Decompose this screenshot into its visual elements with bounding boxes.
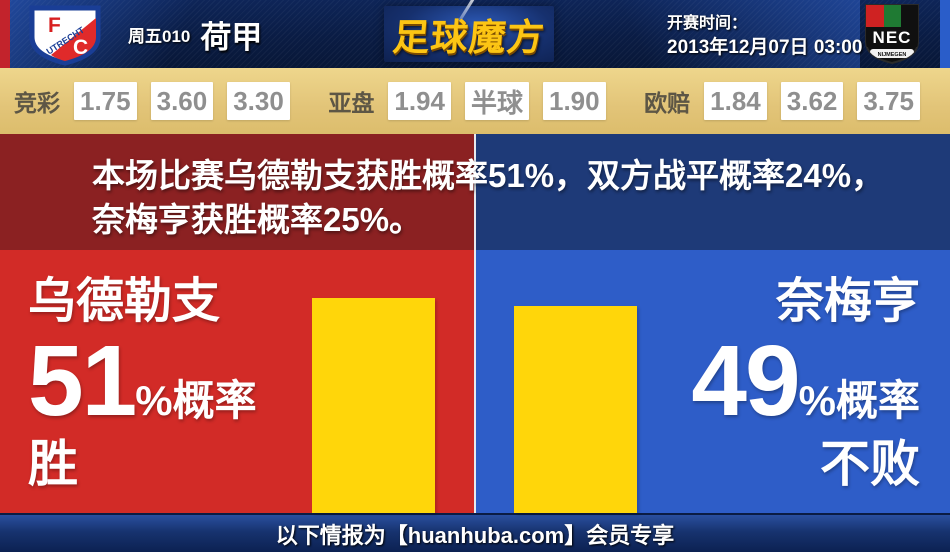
right-edge-stripe xyxy=(940,0,950,68)
oupei-draw-odds: 3.62 xyxy=(780,82,844,120)
match-info: 周五010 荷甲 xyxy=(128,0,262,68)
home-team-badge-utrecht-icon: F C UTRECHT xyxy=(24,4,106,68)
league-name: 荷甲 xyxy=(200,19,263,55)
footer-bar: 以下情报为【huanhuba.com】会员专享 xyxy=(0,513,950,552)
footer-member-notice: 以下情报为【huanhuba.com】会员专享 xyxy=(275,522,675,548)
yapan-home-odds: 1.94 xyxy=(388,82,451,120)
odds-group-yapan: 亚盘 1.94 半球 1.90 xyxy=(328,82,606,120)
yapan-away-odds: 1.90 xyxy=(543,82,606,120)
site-logo-text: 足球魔方 xyxy=(390,17,547,58)
home-percent-row: 51%概率 xyxy=(28,331,257,431)
away-summary-panel-bg xyxy=(476,134,950,250)
oupei-home-odds: 1.84 xyxy=(704,82,767,120)
home-prediction-block: 乌德勒支 51%概率 胜 xyxy=(28,275,257,492)
odds-group-oupei: 欧赔 1.84 3.62 3.75 xyxy=(644,82,920,120)
odds-bar: 竞彩 1.75 3.60 3.30 亚盘 1.94 半球 1.90 欧赔 1.8… xyxy=(0,68,950,134)
oupei-label: 欧赔 xyxy=(644,90,691,116)
away-probability-bar xyxy=(514,306,637,513)
home-percent-value: 51 xyxy=(28,324,137,437)
header-bar: F C UTRECHT 周五010 荷甲 足球魔方 开赛时间： 2013年12月… xyxy=(0,0,950,68)
home-team-name: 乌德勒支 xyxy=(28,275,221,328)
home-probability-bar xyxy=(312,298,435,513)
home-percent-suffix: %概率 xyxy=(135,376,257,424)
away-prediction-block: 奈梅亨 49%概率 不败 xyxy=(691,275,920,492)
left-edge-stripe xyxy=(0,0,10,68)
kickoff-label: 开赛时间： xyxy=(667,15,748,32)
yapan-label: 亚盘 xyxy=(328,90,375,116)
match-number: 周五010 xyxy=(128,26,191,46)
away-percent-value: 49 xyxy=(691,324,800,437)
home-outcome: 胜 xyxy=(28,435,78,492)
jingcai-label: 竞彩 xyxy=(14,90,60,116)
jingcai-home-odds: 1.75 xyxy=(74,82,137,120)
prediction-area: 本场比赛乌德勒支获胜概率51%，双方战平概率24%，奈梅亨获胜概率25%。 乌德… xyxy=(0,134,950,513)
badge-letter-f: F xyxy=(48,14,61,37)
jingcai-draw-odds: 3.60 xyxy=(150,82,214,120)
kickoff-info: 开赛时间： 2013年12月07日 03:00 xyxy=(667,12,862,60)
badge-nec-text: NEC xyxy=(873,28,912,47)
away-percent-row: 49%概率 xyxy=(691,331,920,431)
odds-group-jingcai: 竞彩 1.75 3.60 3.30 xyxy=(14,82,290,120)
yapan-handicap: 半球 xyxy=(464,82,529,120)
badge-nijmegen-text: NIJMEGEN xyxy=(878,52,907,58)
kickoff-time: 2013年12月07日 03:00 xyxy=(667,37,863,58)
center-divider xyxy=(474,134,476,513)
home-summary-panel-bg xyxy=(0,134,474,250)
away-team-name: 奈梅亨 xyxy=(775,275,920,328)
away-percent-suffix: %概率 xyxy=(798,376,920,424)
away-team-badge-nec-icon: NEC NIJMEGEN xyxy=(862,2,922,68)
oupei-away-odds: 3.75 xyxy=(857,82,920,120)
jingcai-away-odds: 3.30 xyxy=(227,82,290,120)
away-outcome: 不败 xyxy=(820,435,920,492)
prediction-summary-text: 本场比赛乌德勒支获胜概率51%，双方战平概率24%，奈梅亨获胜概率25%。 xyxy=(92,157,885,238)
site-logo[interactable]: 足球魔方 xyxy=(384,6,554,62)
